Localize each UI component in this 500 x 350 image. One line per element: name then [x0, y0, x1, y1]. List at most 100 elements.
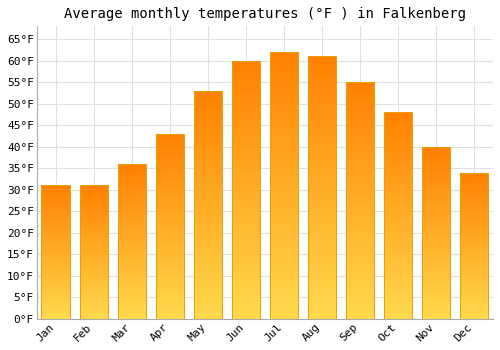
Bar — [232, 283, 260, 285]
Bar — [80, 220, 108, 222]
Bar — [118, 297, 146, 299]
Bar — [194, 218, 222, 221]
Bar — [42, 270, 70, 271]
Bar — [422, 159, 450, 161]
Bar — [156, 234, 184, 236]
Bar — [384, 248, 412, 251]
Bar — [422, 252, 450, 253]
Bar — [270, 268, 298, 271]
Bar — [422, 238, 450, 240]
Bar — [384, 131, 412, 133]
Bar — [42, 312, 70, 314]
Bar — [42, 250, 70, 251]
Bar — [308, 314, 336, 316]
Bar — [460, 215, 488, 216]
Bar — [384, 257, 412, 259]
Bar — [118, 279, 146, 280]
Bar — [194, 305, 222, 308]
Bar — [308, 235, 336, 238]
Bar — [118, 195, 146, 196]
Bar — [460, 199, 488, 201]
Bar — [384, 286, 412, 288]
Bar — [80, 186, 108, 319]
Bar — [308, 164, 336, 167]
Bar — [384, 119, 412, 121]
Bar — [460, 227, 488, 228]
Bar — [118, 241, 146, 243]
Bar — [422, 183, 450, 185]
Bar — [308, 159, 336, 161]
Bar — [384, 290, 412, 292]
Bar — [460, 238, 488, 240]
Bar — [422, 259, 450, 260]
Bar — [194, 234, 222, 237]
Bar — [308, 245, 336, 248]
Bar — [156, 160, 184, 162]
Bar — [194, 269, 222, 271]
Bar — [460, 297, 488, 299]
Bar — [270, 295, 298, 298]
Bar — [42, 268, 70, 270]
Bar — [460, 246, 488, 247]
Bar — [346, 234, 374, 236]
Bar — [194, 239, 222, 241]
Bar — [270, 241, 298, 244]
Bar — [156, 286, 184, 287]
Bar — [42, 259, 70, 260]
Bar — [460, 317, 488, 319]
Bar — [270, 65, 298, 68]
Bar — [308, 295, 336, 298]
Bar — [118, 207, 146, 209]
Bar — [118, 164, 146, 166]
Bar — [308, 80, 336, 83]
Bar — [232, 92, 260, 94]
Bar — [384, 251, 412, 253]
Bar — [194, 271, 222, 273]
Bar — [118, 169, 146, 170]
Bar — [232, 94, 260, 97]
Bar — [460, 285, 488, 287]
Bar — [346, 276, 374, 279]
Bar — [308, 64, 336, 67]
Bar — [80, 270, 108, 271]
Bar — [118, 178, 146, 180]
Bar — [346, 269, 374, 272]
Bar — [384, 243, 412, 245]
Bar — [460, 243, 488, 244]
Bar — [194, 221, 222, 223]
Bar — [118, 296, 146, 297]
Bar — [346, 156, 374, 158]
Bar — [384, 209, 412, 211]
Bar — [422, 253, 450, 255]
Bar — [232, 249, 260, 252]
Bar — [308, 148, 336, 151]
Bar — [80, 286, 108, 287]
Bar — [384, 298, 412, 300]
Bar — [80, 186, 108, 187]
Bar — [156, 261, 184, 264]
Bar — [80, 235, 108, 236]
Bar — [460, 258, 488, 259]
Bar — [308, 109, 336, 112]
Bar — [460, 287, 488, 288]
Bar — [80, 197, 108, 199]
Bar — [308, 117, 336, 119]
Bar — [308, 93, 336, 96]
Bar — [156, 184, 184, 186]
Bar — [384, 168, 412, 170]
Bar — [422, 191, 450, 193]
Bar — [232, 303, 260, 306]
Bar — [346, 293, 374, 295]
Bar — [42, 274, 70, 275]
Bar — [270, 236, 298, 239]
Bar — [156, 258, 184, 260]
Bar — [384, 315, 412, 317]
Bar — [422, 152, 450, 154]
Bar — [156, 138, 184, 139]
Bar — [156, 150, 184, 152]
Bar — [422, 303, 450, 305]
Bar — [156, 267, 184, 269]
Bar — [194, 230, 222, 232]
Bar — [308, 167, 336, 169]
Bar — [118, 294, 146, 296]
